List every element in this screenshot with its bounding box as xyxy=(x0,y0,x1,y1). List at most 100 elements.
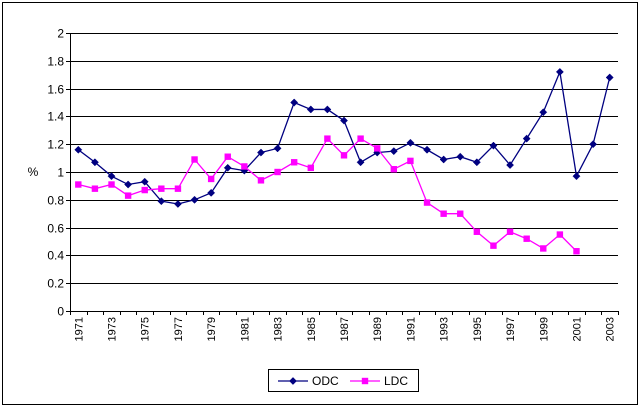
data-point-odc xyxy=(423,145,431,154)
y-tick-label: 1.4 xyxy=(47,110,64,124)
x-tick-label: 1981 xyxy=(239,317,251,341)
legend-marker-odc xyxy=(289,377,297,385)
data-point-odc xyxy=(306,105,315,114)
data-point-odc xyxy=(456,152,465,161)
data-point-ldc xyxy=(407,157,414,165)
data-point-odc xyxy=(506,161,515,170)
data-point-ldc xyxy=(124,192,132,199)
y-tick-label: 0 xyxy=(57,305,64,319)
data-point-ldc xyxy=(207,175,215,183)
data-point-ldc xyxy=(423,199,431,206)
data-point-odc xyxy=(589,140,598,149)
series-group xyxy=(74,67,614,255)
legend-label-odc: ODC xyxy=(312,374,339,388)
x-tick-label: 1997 xyxy=(505,317,517,341)
y-tick-label: 0.8 xyxy=(47,194,64,208)
y-tick-label: 0.4 xyxy=(47,249,64,263)
data-point-ldc xyxy=(390,166,398,173)
data-point-odc xyxy=(74,145,83,154)
data-point-ldc xyxy=(440,210,447,217)
axes xyxy=(66,33,619,315)
y-tick-label: 0.2 xyxy=(47,277,64,291)
legend: ODC LDC xyxy=(268,369,419,392)
y-tick-label: 0.6 xyxy=(47,222,64,236)
series-ldc xyxy=(75,135,580,255)
x-tick-label: 2001 xyxy=(571,317,583,341)
data-point-odc xyxy=(605,73,614,82)
data-point-ldc xyxy=(91,185,99,192)
data-point-ldc xyxy=(257,177,265,184)
y-tick-label: 1.2 xyxy=(47,138,64,152)
x-tick-labels: 1971 1973 1975 1977 1979 1981 1983 1985 1987 1989… xyxy=(73,317,616,341)
data-point-ldc xyxy=(506,228,514,235)
data-point-ldc xyxy=(224,153,231,160)
legend-label-ldc: LDC xyxy=(384,374,408,388)
legend-marker-ldc xyxy=(361,377,369,385)
y-tick-labels: 0 0.2 0.4 0.6 0.8 1 1.2 1.4 1.6 1.8 2 xyxy=(47,27,64,319)
x-tick-label: 2003 xyxy=(605,317,617,341)
data-point-odc xyxy=(522,134,531,143)
data-point-ldc xyxy=(307,164,314,172)
data-point-odc xyxy=(340,116,348,125)
x-tick-label: 1991 xyxy=(405,317,417,341)
data-point-ldc xyxy=(556,231,564,238)
y-tick-label: 1.6 xyxy=(47,83,64,97)
x-tick-label: 1971 xyxy=(73,317,85,341)
y-tick-label: 1 xyxy=(57,166,64,180)
data-point-odc xyxy=(489,141,498,150)
x-tick-label: 1989 xyxy=(372,317,384,341)
y-tick-label: 2 xyxy=(57,27,64,41)
data-point-odc xyxy=(555,67,564,76)
x-tick-label: 1975 xyxy=(140,317,152,341)
data-point-odc xyxy=(323,105,332,114)
data-point-ldc xyxy=(573,248,580,255)
y-axis-label: % xyxy=(28,165,39,179)
data-point-odc xyxy=(140,177,149,186)
data-point-ldc xyxy=(141,186,148,194)
data-point-ldc xyxy=(473,228,481,235)
data-point-ldc xyxy=(490,242,497,249)
data-point-odc xyxy=(389,147,398,156)
legend-box xyxy=(268,369,419,392)
series-odc xyxy=(74,67,614,208)
data-point-ldc xyxy=(158,185,165,192)
data-point-ldc xyxy=(523,235,530,242)
x-tick-label: 1973 xyxy=(107,317,119,341)
legend-entry-ldc: LDC xyxy=(350,374,408,388)
data-point-odc xyxy=(223,163,232,172)
legend-entry-odc: ODC xyxy=(278,374,339,388)
chart-border xyxy=(2,2,638,405)
data-point-odc xyxy=(173,200,182,208)
data-point-ldc xyxy=(75,181,82,188)
data-point-odc xyxy=(90,158,99,167)
data-point-odc xyxy=(290,98,299,107)
data-point-odc xyxy=(207,188,216,197)
data-point-ldc xyxy=(290,159,298,166)
data-point-odc xyxy=(439,155,448,164)
x-tick-label: 1979 xyxy=(206,317,218,341)
data-point-odc xyxy=(190,195,199,204)
data-point-ldc xyxy=(340,152,348,159)
data-point-odc xyxy=(356,158,365,167)
data-point-ldc xyxy=(324,135,331,142)
x-tick-label: 1987 xyxy=(339,317,351,341)
data-point-ldc xyxy=(374,145,381,152)
x-tick-label: 1985 xyxy=(306,317,318,341)
data-point-odc xyxy=(157,197,166,206)
data-point-odc xyxy=(124,180,133,189)
data-point-ldc xyxy=(457,210,464,217)
data-point-odc xyxy=(472,158,481,167)
data-point-ldc xyxy=(357,135,364,142)
grid-lines xyxy=(70,33,618,312)
x-tick-label: 1999 xyxy=(538,317,550,341)
x-tick-label: 1995 xyxy=(472,317,484,341)
data-point-odc xyxy=(257,148,265,157)
data-point-odc xyxy=(539,108,548,117)
data-point-ldc xyxy=(274,168,281,176)
data-point-odc xyxy=(572,172,581,181)
data-point-ldc xyxy=(174,185,182,192)
data-point-ldc xyxy=(241,163,248,170)
data-point-odc xyxy=(273,144,282,153)
